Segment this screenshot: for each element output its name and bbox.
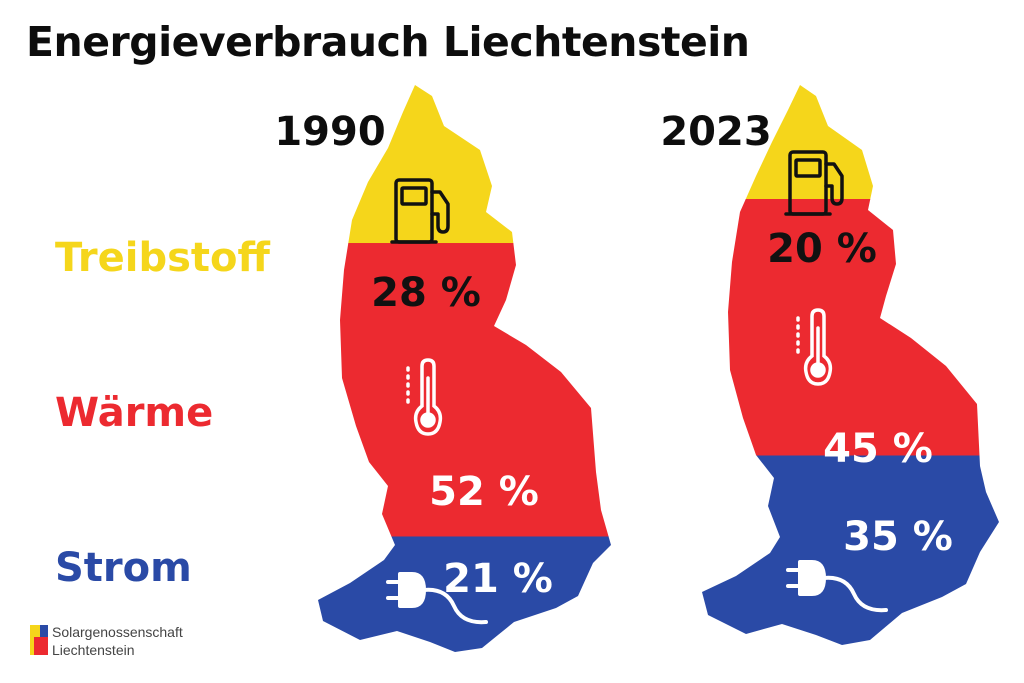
plug-icon	[386, 572, 488, 625]
data-label-treibstoff-2023: 20 %	[767, 226, 877, 272]
year-label-1990: 1990	[274, 109, 385, 155]
thermometer-icon	[796, 308, 833, 386]
logo-text-line2: Liechtenstein	[52, 642, 135, 658]
logo-text-line1: Solargenossenschaft	[52, 624, 183, 640]
legend-label-treibstoff: Treibstoff	[55, 235, 270, 281]
legend-label-waerme: Wärme	[55, 390, 214, 436]
data-label-waerme-2023: 45 %	[823, 426, 933, 472]
map-2023	[702, 85, 999, 645]
thermometer-icon	[406, 358, 443, 436]
legend-label-strom: Strom	[55, 545, 192, 591]
fuel-pump-icon	[784, 150, 844, 216]
plug-icon	[786, 560, 888, 613]
fuel-pump-icon	[390, 178, 450, 244]
data-label-treibstoff-1990: 28 %	[371, 270, 481, 316]
year-label-2023: 2023	[660, 109, 771, 155]
chart-title: Energieverbrauch Liechtenstein	[26, 18, 750, 66]
data-label-waerme-1990: 52 %	[429, 469, 539, 515]
data-label-strom-2023: 35 %	[843, 514, 953, 560]
cooperative-logo-icon	[30, 625, 48, 655]
data-label-strom-1990: 21 %	[443, 556, 553, 602]
